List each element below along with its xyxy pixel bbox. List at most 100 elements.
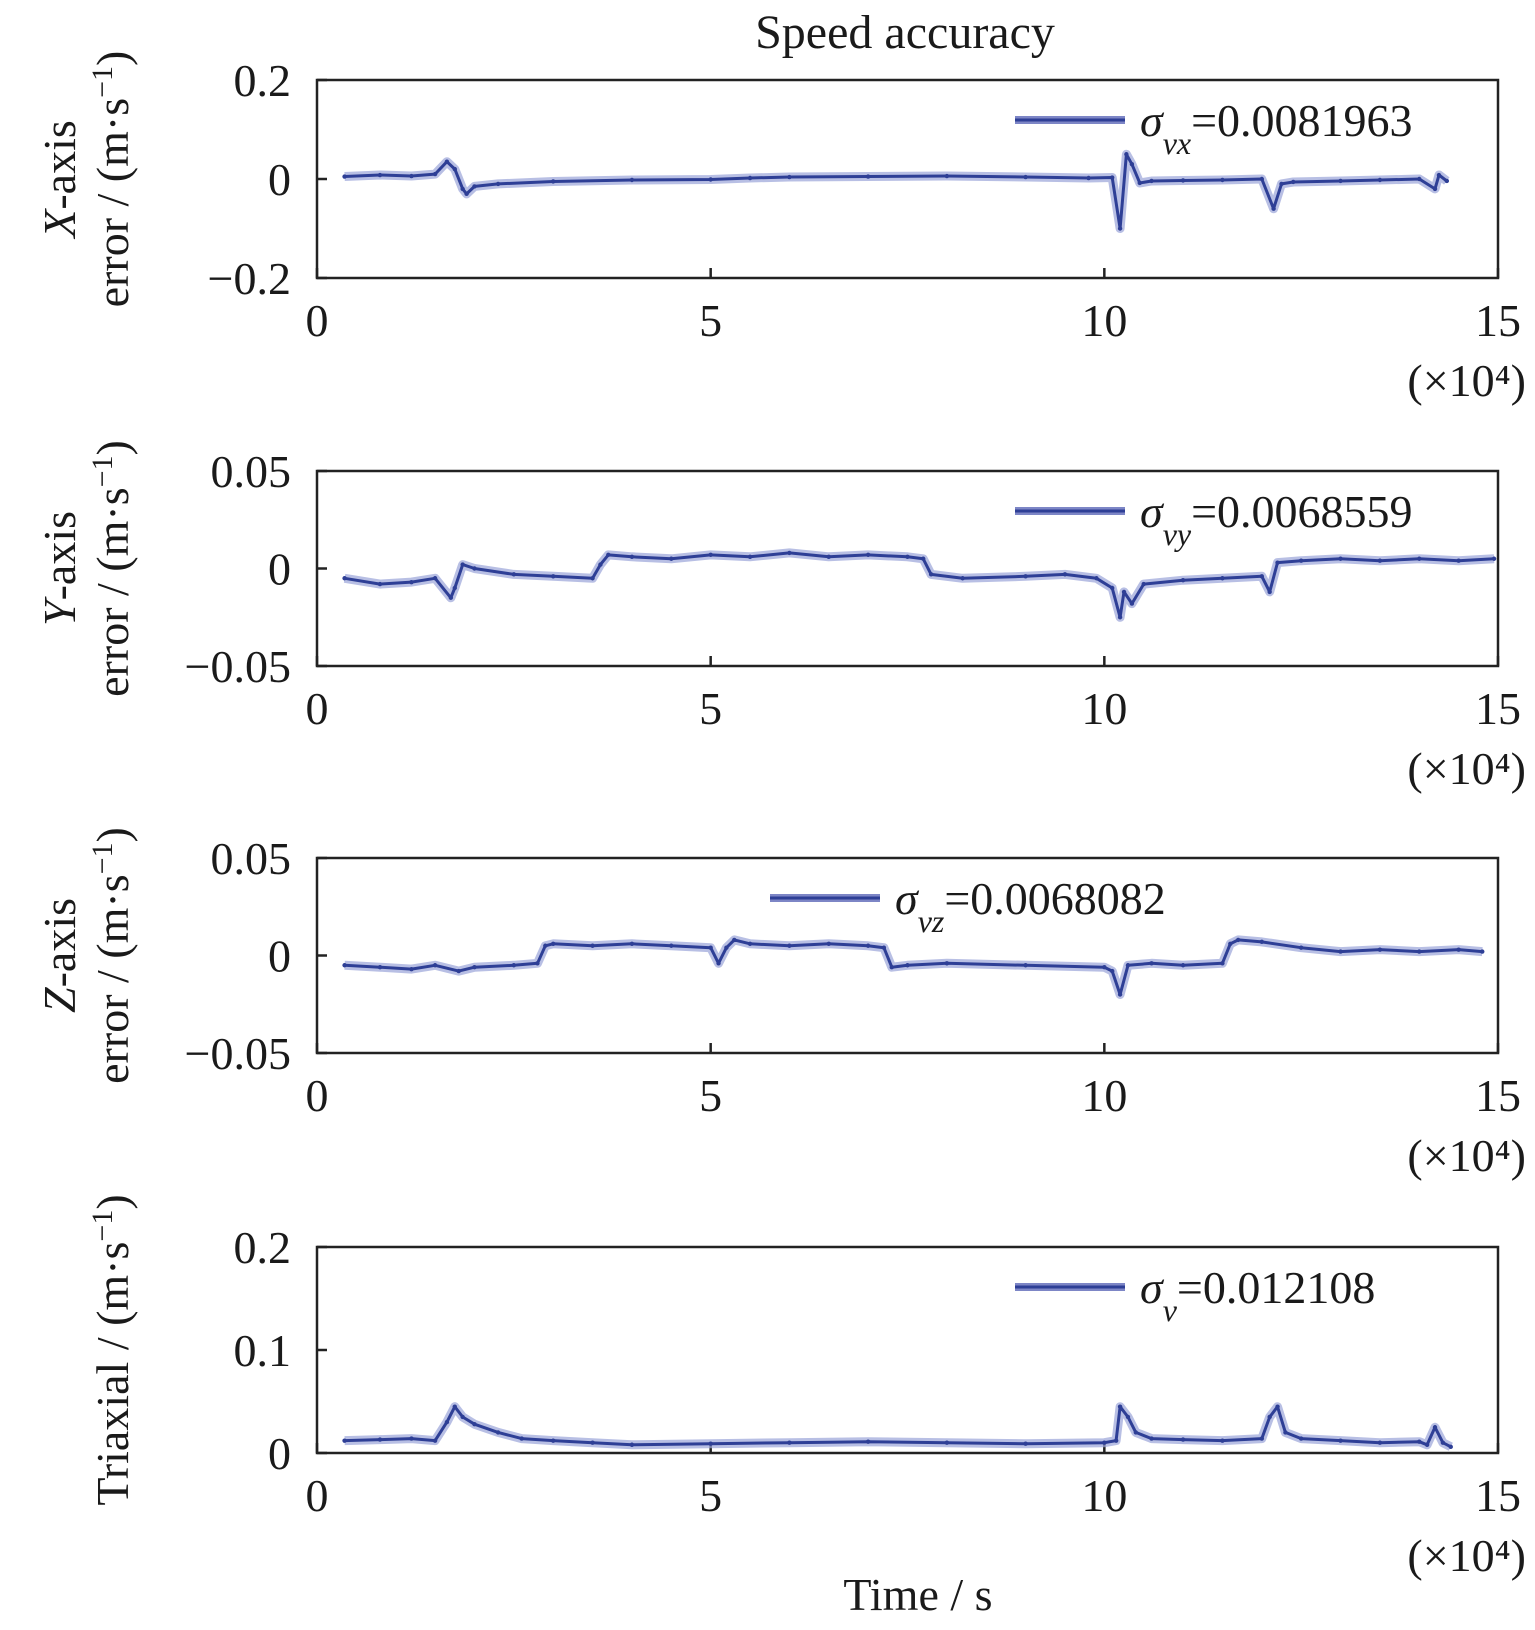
data-point bbox=[1220, 961, 1225, 966]
data-point bbox=[377, 172, 383, 178]
y-axis-label: Triaxial / (m·s−1) bbox=[86, 1194, 139, 1505]
data-point bbox=[1125, 963, 1131, 968]
chart-panel-z: 0 5 10 15 (×10⁴) −0.05 0 0.05 Z-axiserror / (m·s… bbox=[34, 827, 1526, 1181]
legend-symbol: σ bbox=[1140, 486, 1165, 537]
data-point bbox=[1275, 560, 1280, 565]
data-point bbox=[1259, 939, 1265, 945]
data-point bbox=[1291, 179, 1296, 185]
y-axis-label-sup: −1 bbox=[86, 455, 119, 487]
data-point bbox=[1180, 1437, 1186, 1442]
data-point bbox=[1117, 226, 1123, 231]
data-point bbox=[551, 941, 556, 946]
data-point bbox=[1180, 578, 1186, 583]
x-tick-label: 10 bbox=[1081, 1070, 1127, 1121]
data-point bbox=[921, 556, 926, 561]
data-point bbox=[928, 572, 934, 577]
y-axis-label: X-axiserror / (m·s−1) bbox=[34, 51, 138, 308]
data-point bbox=[543, 943, 548, 948]
data-point bbox=[1448, 1444, 1453, 1450]
legend-subscript: vy bbox=[1163, 516, 1192, 552]
data-point bbox=[724, 945, 729, 950]
data-point bbox=[881, 945, 887, 950]
data-point bbox=[377, 581, 383, 587]
data-point bbox=[1220, 1438, 1225, 1443]
data-point bbox=[1228, 941, 1233, 946]
y-axis-label-close: ) bbox=[87, 827, 138, 842]
y-axis-label-line2: Triaxial / (m·s bbox=[87, 1242, 138, 1506]
data-point bbox=[708, 945, 713, 950]
data-point bbox=[1137, 180, 1142, 186]
data-point bbox=[629, 1442, 635, 1447]
data-point bbox=[1279, 181, 1284, 187]
data-point bbox=[1424, 1442, 1430, 1447]
x-multiplier-label: (×10⁴) bbox=[1407, 1530, 1526, 1581]
data-point bbox=[1129, 601, 1135, 606]
series-halo bbox=[344, 149, 1450, 233]
y-axis-label-line1: X-axis bbox=[34, 120, 85, 240]
data-point bbox=[590, 1440, 595, 1445]
legend-subscript: v bbox=[1163, 1292, 1178, 1328]
data-point bbox=[452, 166, 457, 172]
data-point bbox=[1023, 574, 1028, 579]
data-point bbox=[1377, 177, 1383, 183]
x-axis-label: Time / s bbox=[843, 1569, 992, 1620]
data-point bbox=[787, 943, 792, 948]
x-tick-label: 0 bbox=[306, 1470, 329, 1521]
x-multiplier-label: (×10⁴) bbox=[1407, 1130, 1526, 1181]
data-point bbox=[669, 556, 674, 561]
data-point bbox=[432, 171, 438, 177]
data-point bbox=[495, 1430, 501, 1435]
data-point bbox=[1417, 556, 1422, 561]
data-point bbox=[342, 174, 347, 179]
data-point bbox=[1480, 949, 1485, 954]
data-point bbox=[1149, 1436, 1154, 1441]
series-line bbox=[344, 938, 1483, 996]
data-point bbox=[944, 1440, 950, 1445]
data-point bbox=[1023, 963, 1028, 968]
data-point bbox=[1259, 1436, 1265, 1441]
data-point bbox=[865, 174, 871, 179]
data-point bbox=[787, 550, 792, 556]
data-point bbox=[590, 943, 595, 948]
data-point bbox=[1377, 947, 1383, 952]
y-tick-label: 0 bbox=[268, 931, 291, 982]
data-point bbox=[1432, 186, 1438, 192]
data-point bbox=[1491, 556, 1497, 561]
x-tick-label: 5 bbox=[699, 1470, 722, 1521]
data-point bbox=[1417, 176, 1422, 182]
data-point bbox=[472, 184, 477, 189]
data-point bbox=[1117, 1404, 1123, 1409]
y-axis-label-line2: error / (m·s bbox=[87, 874, 138, 1083]
data-point bbox=[1062, 572, 1068, 577]
y-axis-label-close: ) bbox=[87, 440, 138, 455]
data-point bbox=[826, 941, 831, 946]
data-point bbox=[444, 159, 450, 164]
data-point bbox=[377, 1437, 383, 1442]
data-point bbox=[511, 572, 517, 577]
data-point bbox=[1133, 1430, 1139, 1435]
y-axis-label-close: ) bbox=[87, 1194, 138, 1209]
chart-panel-v: 0 5 10 15 (×10⁴) 0 0.1 0.2 Triaxial / (m·s−1) σv=… bbox=[86, 1194, 1527, 1581]
legend-value: =0.0068082 bbox=[944, 873, 1165, 924]
y-tick-label: 0 bbox=[268, 154, 291, 205]
y-tick-label: 0.05 bbox=[211, 833, 292, 884]
data-point bbox=[1124, 152, 1129, 157]
legend-value: =0.012108 bbox=[1177, 1262, 1375, 1313]
legend-symbol: σ bbox=[1140, 95, 1165, 146]
data-point bbox=[889, 965, 894, 970]
data-point bbox=[1417, 1439, 1422, 1444]
data-point bbox=[1444, 178, 1450, 184]
chart-panel-x: 0 5 10 15 (×10⁴) −0.2 0 0.2 X-axiserror / (m·s−1… bbox=[34, 51, 1526, 406]
y-axis-label: Z-axiserror / (m·s−1) bbox=[34, 827, 138, 1084]
data-point bbox=[456, 968, 461, 974]
y-axis-label-italic: Z bbox=[34, 987, 85, 1013]
y-tick-label: −0.05 bbox=[185, 641, 291, 692]
y-tick-label: −0.05 bbox=[185, 1028, 291, 1079]
data-point bbox=[444, 1419, 450, 1425]
series-halo bbox=[343, 548, 1495, 622]
y-axis-label-italic: Y bbox=[34, 596, 85, 626]
data-point bbox=[432, 963, 438, 968]
chart-panel-y: 0 5 10 15 (×10⁴) −0.05 0 0.05 Y-axiserror / (m·s… bbox=[34, 440, 1526, 794]
data-point bbox=[960, 576, 965, 581]
